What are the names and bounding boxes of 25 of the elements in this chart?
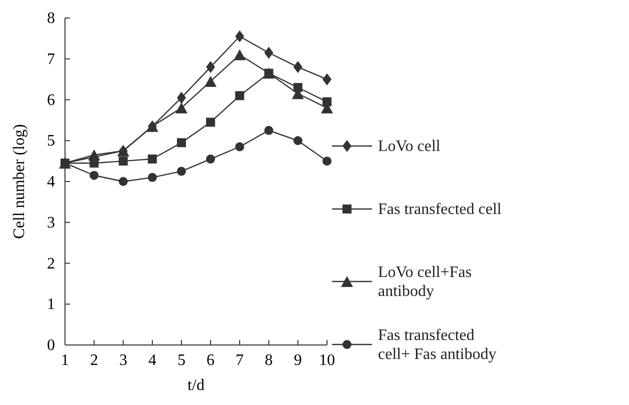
y-tick-label: 2 xyxy=(47,255,55,272)
x-tick-label: 3 xyxy=(119,352,128,369)
x-tick-label: 5 xyxy=(177,352,186,369)
y-axis-title: Cell number (log) xyxy=(11,124,28,239)
y-tick-label: 8 xyxy=(47,10,55,27)
x-axis-title: t/d xyxy=(188,377,204,394)
legend-label: Fas transfected cell xyxy=(378,201,502,218)
y-tick-label: 0 xyxy=(47,337,55,354)
x-tick-label: 8 xyxy=(264,352,273,369)
y-tick-label: 7 xyxy=(47,50,55,68)
y-tick-label: 5 xyxy=(47,132,55,150)
x-tick-label: 1 xyxy=(61,352,69,369)
y-tick-label: 1 xyxy=(47,296,55,314)
legend-label: LoVo cell+Fas antibody xyxy=(378,264,472,300)
y-tick-label: 3 xyxy=(47,214,55,232)
legend-label: Fas transfected cell+ Fas antibody xyxy=(378,327,496,363)
x-tick-label: 7 xyxy=(236,352,244,369)
x-tick-label: 9 xyxy=(294,352,302,369)
legend-label: LoVo cell xyxy=(378,138,441,155)
y-tick-label: 4 xyxy=(47,174,55,190)
x-tick-label: 6 xyxy=(206,352,215,369)
x-tick-label: 4 xyxy=(148,352,156,369)
x-tick-label: 10 xyxy=(319,352,335,369)
x-tick-label: 2 xyxy=(90,352,98,369)
y-tick-label: 6 xyxy=(47,92,55,109)
